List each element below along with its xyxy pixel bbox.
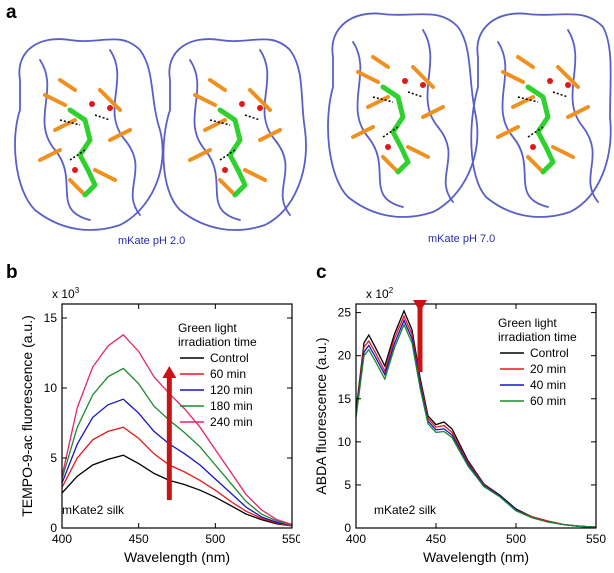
protein-structure-ph2: [14, 38, 307, 231]
legend-entry-3: 60 min: [530, 394, 566, 408]
series-line-0: [61, 454, 293, 527]
c-multiplier: x 102: [366, 286, 394, 301]
legend-entry-2: 120 min: [210, 383, 253, 397]
trend-arrow-head: [162, 366, 177, 378]
x-tick-label-0: 400: [346, 532, 366, 546]
y-tick-label-0: 0: [50, 521, 57, 535]
panel-letter-a: a: [6, 2, 17, 23]
legend-entry-0: Control: [210, 351, 249, 365]
y-tick-label-0: 0: [344, 521, 351, 535]
series-line-1: [355, 314, 597, 528]
chart-tempo-fluorescence: 400 450 500 550 0 5 10 15 Wavelength (nm) TEMPO-9…: [19, 286, 300, 565]
legend-entry-4: 240 min: [210, 415, 253, 429]
legend-entry-2: 40 min: [530, 378, 566, 392]
series-line-3: [61, 367, 293, 526]
y-tick-label-1: 5: [344, 478, 351, 492]
panel-letter-c: c: [316, 262, 327, 283]
y-axis-label: TEMPO-9-ac fluorescence (a.u.): [19, 315, 35, 517]
y-tick-label-2: 10: [338, 435, 352, 449]
y-tick-label-2: 10: [44, 381, 58, 395]
y-tick-label-4: 20: [338, 349, 352, 363]
caption-mkate-ph7: mKate pH 7.0: [428, 233, 496, 245]
y-tick-label-5: 25: [338, 306, 352, 320]
y-axis-label: ABDA fluorescence (a.u.): [313, 337, 329, 494]
y-tick-label-3: 15: [44, 311, 58, 325]
legend-entry-0: Control: [530, 346, 569, 360]
x-tick-label-0: 400: [52, 532, 72, 546]
c-sample-label: mKate2 silk: [374, 503, 437, 517]
y-tick-label-1: 5: [50, 451, 57, 465]
legend-entry-1: 60 min: [210, 367, 246, 381]
x-tick-label-2: 500: [205, 532, 225, 546]
b-sample-label: mKate2 silk: [62, 503, 125, 517]
x-tick-label-1: 450: [426, 532, 446, 546]
series-line-1: [61, 426, 293, 527]
legend-title-1: irradiation time: [498, 330, 577, 344]
x-axis-label: Wavelength (nm): [423, 549, 529, 565]
trend-arrow-head: [413, 300, 427, 312]
caption-mkate-ph2: mKate pH 2.0: [118, 235, 186, 247]
x-tick-label-3: 550: [586, 532, 606, 546]
x-tick-label-1: 450: [129, 532, 149, 546]
legend-title-1: irradiation time: [178, 335, 257, 349]
chart-abda-fluorescence: 400 450 500 550 0 5 10 15 20 25 Wavelength (nm) ABD…: [313, 286, 606, 565]
plot-frame: [61, 303, 293, 529]
plot-frame: [355, 303, 597, 529]
b-multiplier: x 103: [52, 286, 80, 301]
y-tick-label-3: 15: [338, 392, 352, 406]
protein-structure-ph7: [327, 12, 612, 218]
series-line-4: [61, 333, 293, 526]
x-tick-label-2: 500: [506, 532, 526, 546]
x-tick-label-3: 550: [282, 532, 300, 546]
legend-entry-3: 180 min: [210, 399, 253, 413]
series-line-3: [355, 323, 597, 528]
x-axis-label: Wavelength (nm): [124, 549, 230, 565]
legend-entry-1: 20 min: [530, 362, 566, 376]
legend-title-0: Green light: [498, 316, 557, 330]
legend-title-0: Green light: [178, 321, 237, 335]
panel-letter-b: b: [6, 262, 18, 283]
series-line-2: [61, 398, 293, 526]
